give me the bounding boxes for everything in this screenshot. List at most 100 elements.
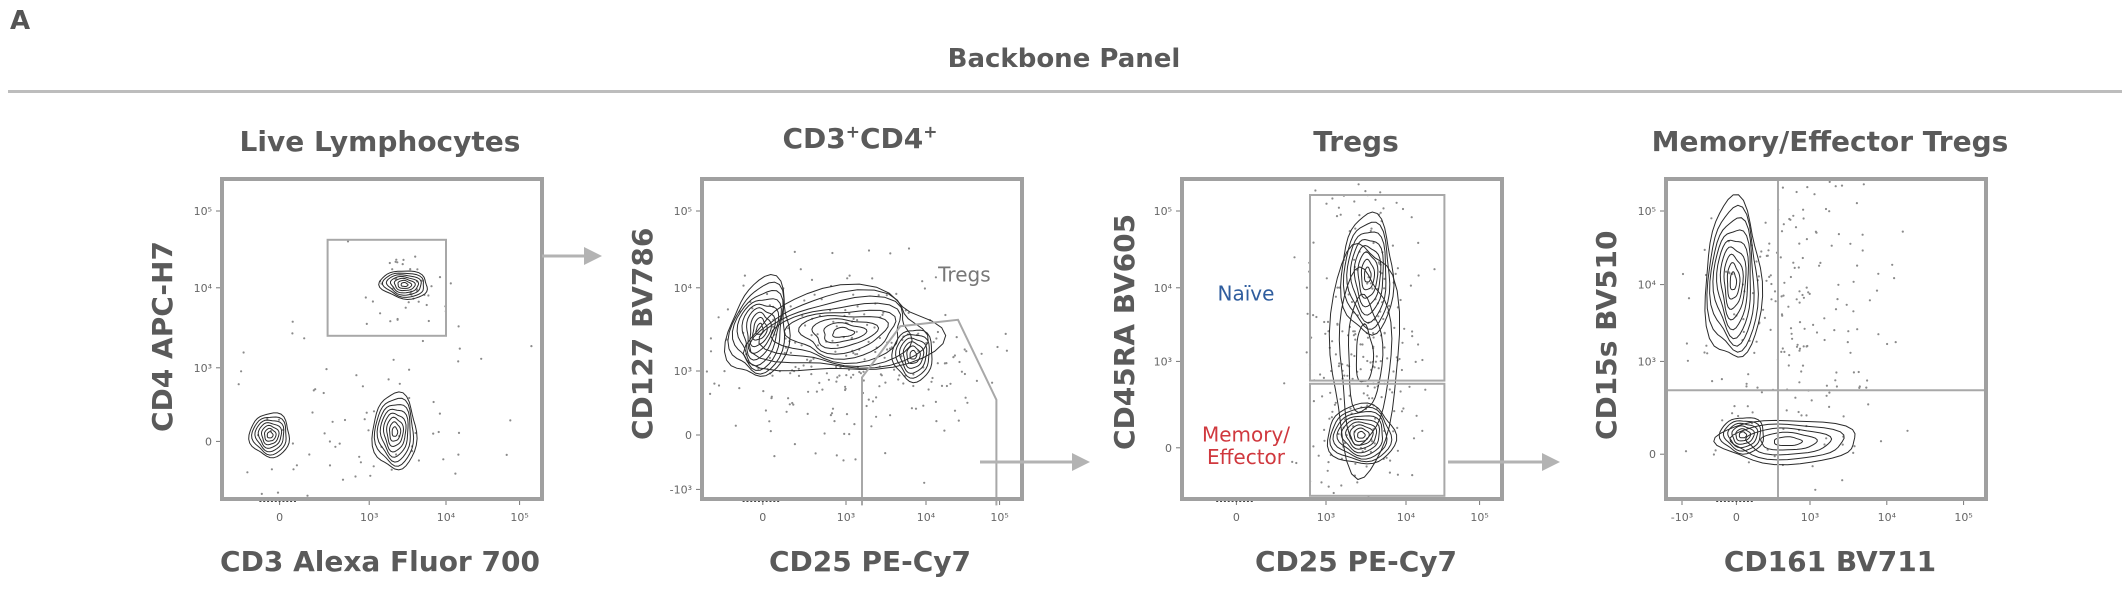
- scatter-dot: [1828, 180, 1831, 183]
- scatter-dot: [801, 314, 804, 317]
- scatter-dot: [212, 508, 214, 510]
- scatter-dot: [1852, 451, 1855, 454]
- gate-label-naive: Naïve: [1218, 282, 1275, 306]
- scatter-dot: [807, 390, 810, 393]
- treg-core-contour-5: [895, 333, 930, 379]
- scatter-dot: [855, 330, 858, 333]
- scatter-dot: [843, 432, 846, 435]
- scatter-dot: [518, 507, 520, 509]
- scatter-dot: [949, 382, 952, 385]
- scatter-dot: [825, 372, 829, 375]
- y-tick-label: 10³: [1638, 355, 1656, 368]
- scatter-dot: [814, 452, 817, 455]
- scatter-dot: [1797, 266, 1800, 269]
- scatter-dot: [365, 322, 368, 325]
- scatter-dot: [965, 350, 968, 353]
- memory-contour-3: [1349, 424, 1374, 446]
- naive-contour-2: [1360, 258, 1375, 291]
- scatter-dot: [1392, 370, 1395, 373]
- y-tick-label: 10⁵: [1638, 205, 1656, 218]
- scatter-dot: [773, 455, 776, 458]
- x-tick-label: 10⁴: [1397, 511, 1416, 524]
- scatter-dot: [240, 370, 243, 373]
- scatter-dot: [764, 409, 768, 412]
- scatter-dot: [1737, 414, 1740, 418]
- cd4neg-contour-8: [371, 391, 418, 471]
- cd161-contour-3: [1745, 427, 1833, 456]
- scatter-dot: [372, 465, 375, 468]
- scatter-dot: [1861, 249, 1864, 252]
- scatter-dot: [1359, 343, 1362, 346]
- scatter-dot: [425, 303, 428, 307]
- scatter-dot: [1865, 386, 1868, 389]
- scatter-dot: [793, 443, 797, 446]
- scatter-dot: [1332, 504, 1334, 506]
- cd4neg-contour-1: [391, 426, 399, 437]
- scatter-dot: [1372, 336, 1375, 339]
- scatter-dot: [509, 419, 512, 422]
- cd4neg-contour-5: [379, 408, 409, 458]
- scatter-dot: [1349, 169, 1351, 171]
- scatter-dot: [844, 385, 847, 388]
- scatter-dot: [1872, 157, 1874, 159]
- scatter-dot: [856, 353, 859, 356]
- scatter-dot: [723, 370, 726, 373]
- scatter-dot: [1792, 214, 1795, 217]
- scatter-dot: [1789, 275, 1792, 279]
- scatter-dot: [1781, 186, 1784, 189]
- scatter-dot: [303, 337, 306, 340]
- main-contour-9: [742, 283, 947, 372]
- scatter-dot: [1408, 385, 1411, 388]
- scatter-dot: [1319, 373, 1322, 376]
- scatter-dot: [385, 504, 387, 506]
- scatter-dot: [1371, 287, 1374, 290]
- scatter-dot: [1329, 391, 1332, 394]
- scatter-dot: [1835, 385, 1838, 388]
- scatter-dot: [848, 433, 851, 436]
- cd4pos-contour-4: [390, 276, 420, 294]
- gate-memory: [1309, 382, 1446, 497]
- scatter-dot: [1856, 328, 1859, 331]
- scatter-dot: [1733, 405, 1736, 408]
- scatter-dot: [301, 528, 303, 530]
- scatter-dot: [1745, 382, 1748, 385]
- scatter-dot: [846, 277, 849, 280]
- scatter-dot: [766, 292, 769, 296]
- scatter-dot: [1402, 407, 1405, 410]
- scatter-dot: [1714, 449, 1717, 452]
- y-tick-label: 10³: [1154, 355, 1172, 368]
- scatter-dot: [810, 334, 813, 337]
- scatter-dot: [1399, 390, 1402, 393]
- scatter-dot: [1823, 443, 1826, 446]
- scatter-dot: [1005, 349, 1009, 352]
- scatter-dot: [394, 260, 397, 263]
- scatter-dot: [1396, 267, 1399, 270]
- scatter-dot: [1390, 523, 1392, 525]
- scatter-dot: [270, 468, 273, 471]
- cd4neg-contour-7: [373, 397, 415, 467]
- scatter-dot: [276, 491, 280, 494]
- scatter-dot: [717, 316, 720, 319]
- scatter-dot: [1769, 328, 1772, 331]
- scatter-dot: [963, 348, 966, 351]
- scatter-dot: [875, 396, 878, 399]
- scatter-dot: [1800, 370, 1803, 373]
- cd15s-lo-contour-1: [1738, 431, 1748, 439]
- y-tick-label: 10⁵: [1154, 205, 1172, 218]
- scatter-dot: [1802, 208, 1805, 211]
- scatter-dot: [1828, 391, 1831, 394]
- scatter-dot: [1867, 403, 1870, 406]
- scatter-dot: [1417, 241, 1420, 244]
- scatter-dot: [430, 285, 433, 288]
- scatter-dot: [1337, 365, 1340, 368]
- scatter-dot: [1433, 268, 1436, 271]
- scatter-dot: [1411, 335, 1414, 338]
- scatter-dot: [1731, 412, 1734, 415]
- scatter-dot: [1807, 291, 1810, 294]
- scatter-dot: [823, 432, 826, 435]
- scatter-dot: [815, 390, 819, 393]
- scatter-dot: [1853, 445, 1856, 448]
- scatter-dot: [671, 341, 673, 343]
- scatter-dot: [1787, 305, 1790, 308]
- y-tick-label: 10³: [194, 362, 212, 375]
